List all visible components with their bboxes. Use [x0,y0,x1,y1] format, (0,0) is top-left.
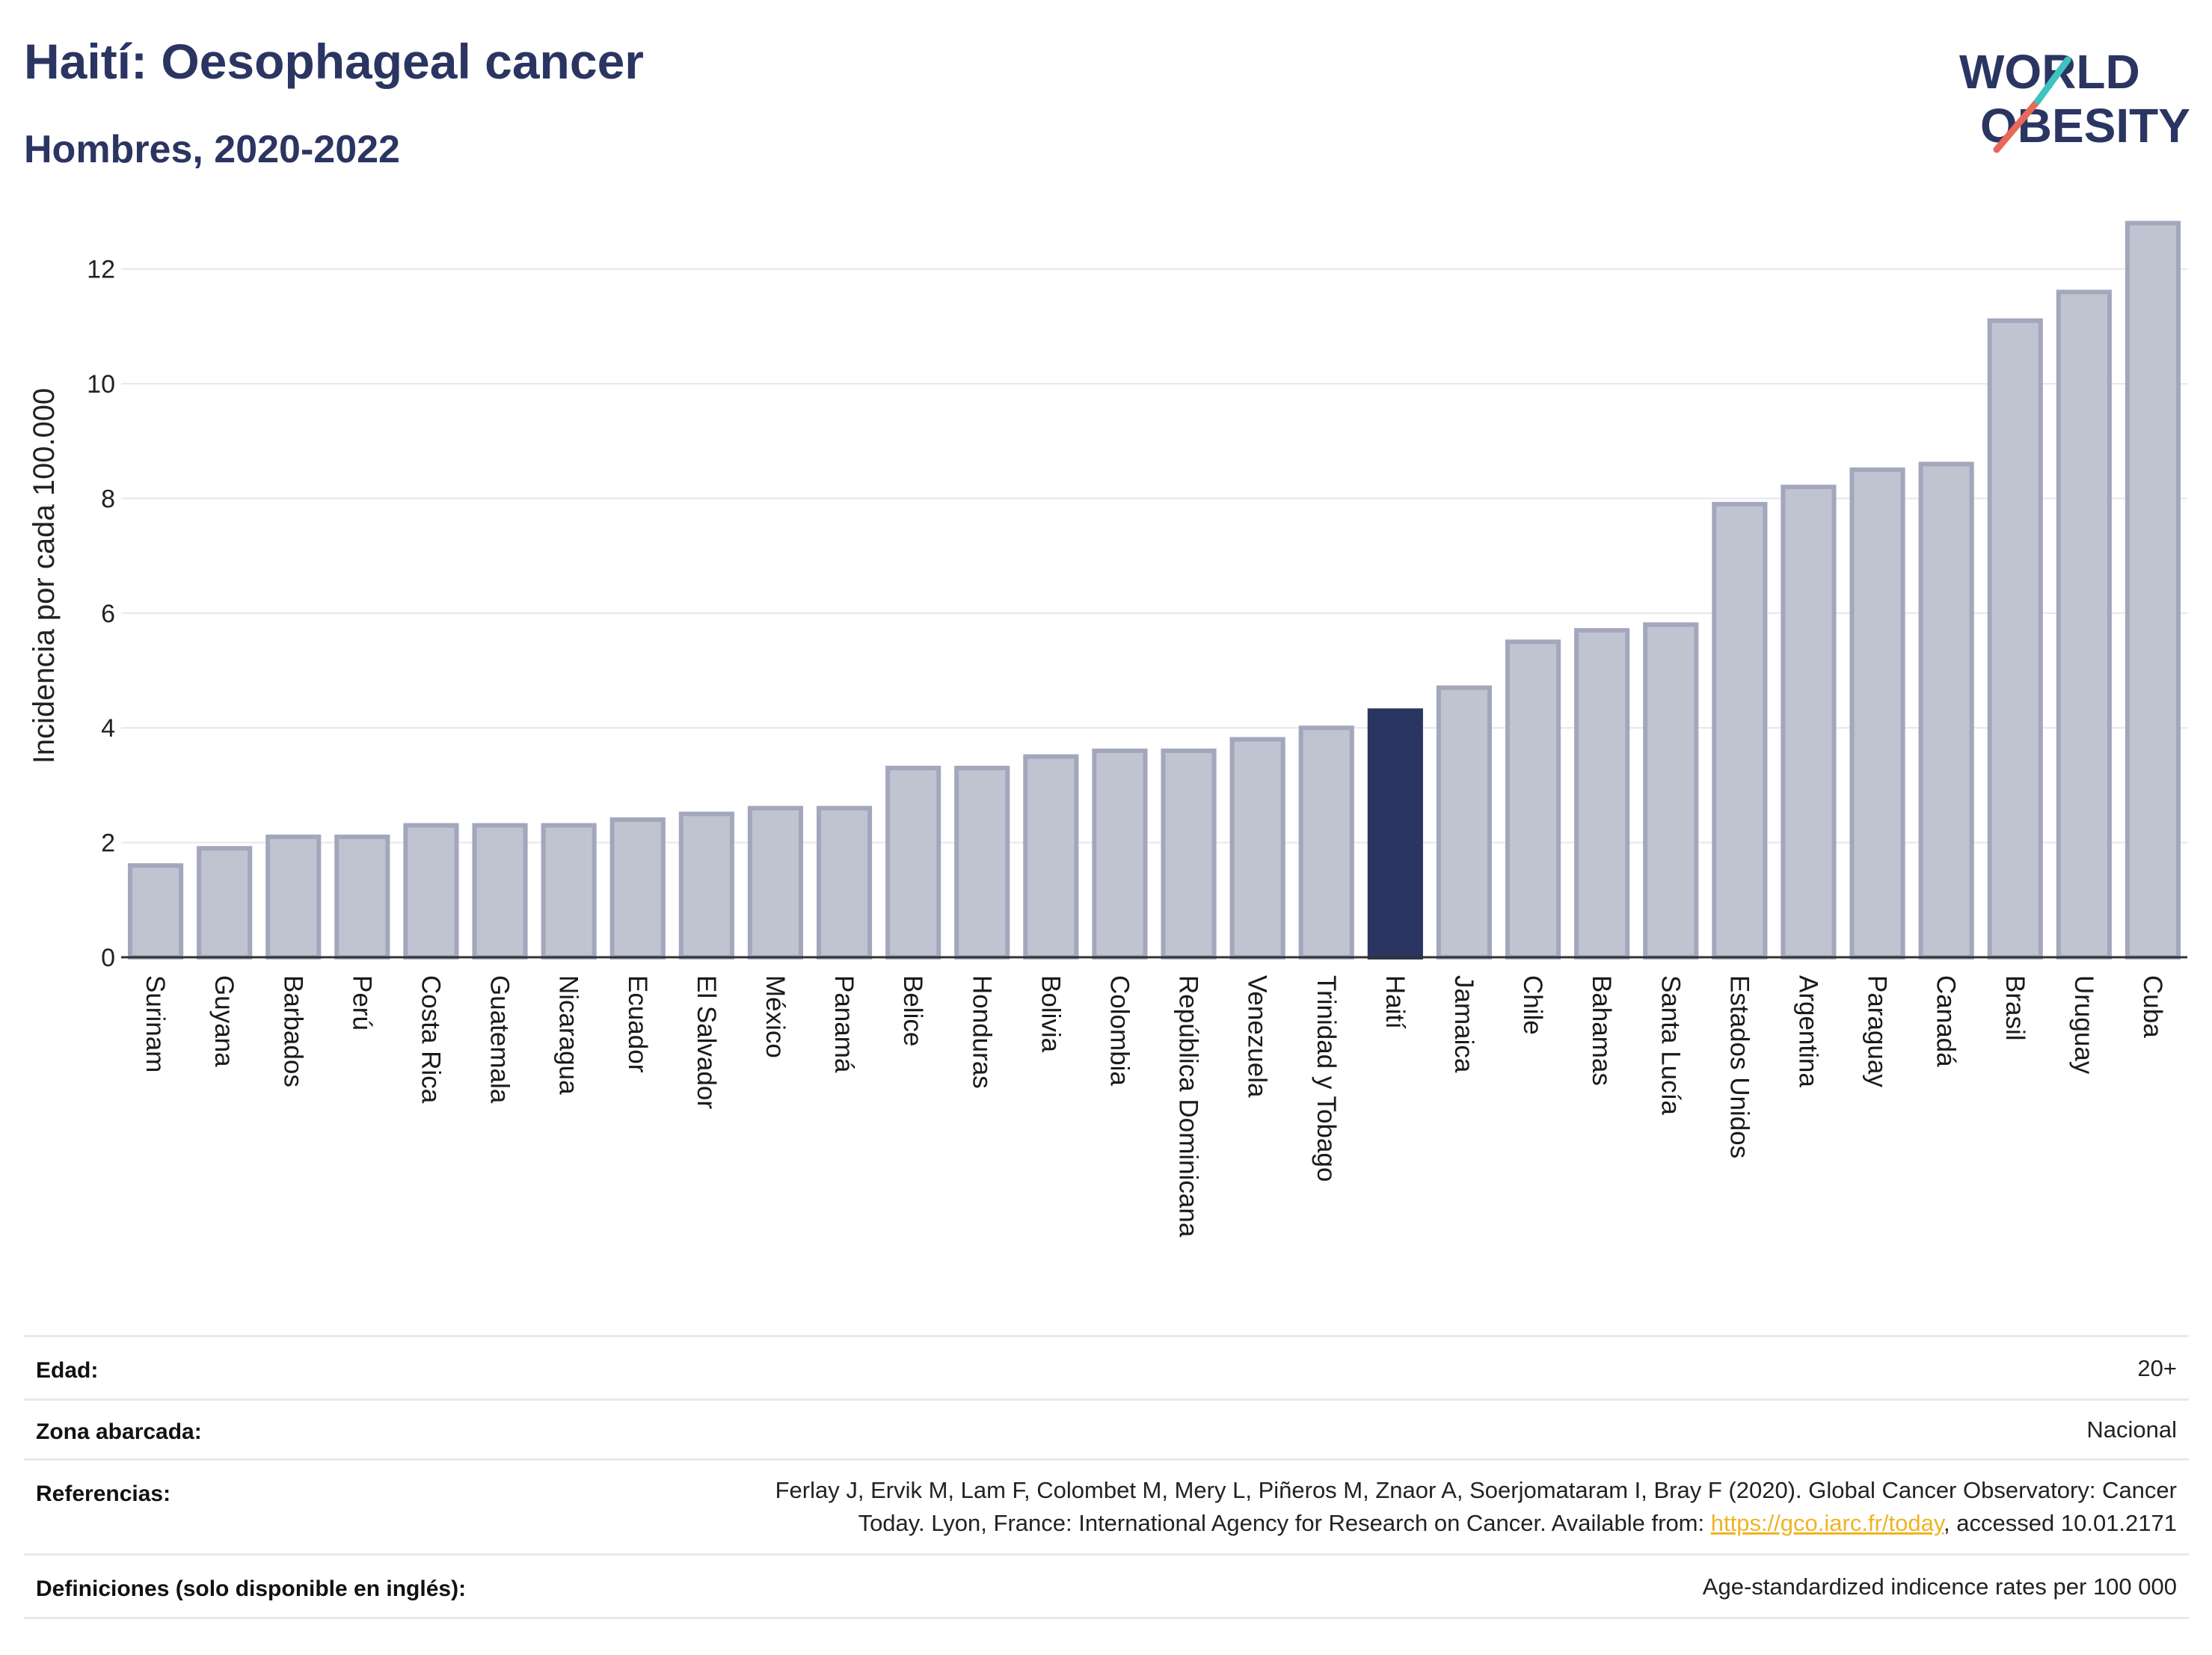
x-tick-label: República Dominicana [1174,975,1203,1238]
grid-lines [121,268,2187,844]
meta-zona-value: Nacional [2086,1416,2177,1443]
x-tick-label: Jamaica [1449,975,1478,1073]
bar-per- [334,834,390,960]
bar-uruguay [2056,289,2112,960]
x-tick-label: Bahamas [1587,975,1616,1086]
bar-surinam [127,863,184,959]
page-subtitle: Hombres, 2020-2022 [24,128,400,171]
x-tick-label: Haití [1380,975,1410,1029]
ref-line-2-pre: Today. Lyon, France: International Agenc… [858,1510,1711,1536]
x-tick-label: Brasil [2000,975,2030,1041]
x-tick-label: Guatemala [485,975,514,1104]
bar-belice [885,765,941,959]
logo-slash-teal [2034,56,2071,105]
y-tick-label: 0 [101,944,115,972]
bar-guyana [197,846,253,960]
x-tick-label: Bolivia [1036,975,1065,1053]
page-title: Haití: Oesophageal cancer [24,34,644,89]
x-tick-label: Canadá [1932,975,1961,1067]
bar-colombia [1092,748,1148,960]
bar-bolivia [1023,754,1079,959]
x-tick-labels: Surinam Guyana Barbados Perú Costa Rica Guate… [141,975,2167,1238]
bar-panam- [816,805,873,960]
ref-link[interactable]: https://gco.iarc.fr/today [1710,1510,1944,1536]
bar-santa-luc-a [1643,622,1699,960]
meta-row-definiciones: Definiciones (solo disponible en inglés)… [24,1556,2189,1619]
logo-slash-red [1993,97,2042,153]
meta-row-edad: Edad: 20+ [24,1335,2189,1401]
x-tick-label: México [761,975,790,1058]
x-tick-label: El Salvador [692,975,721,1109]
bar-rep-blica-dominicana [1161,748,1217,960]
meta-def-value: Age-standardized indicence rates per 100… [1702,1573,2177,1600]
meta-ref-value: Ferlay J, Ervik M, Lam F, Colombet M, Me… [775,1474,2177,1540]
bar-m-xico [747,805,804,960]
bar-chart: 0 2 4 6 8 10 12 Surinam Guyana Barbados Perú Costa… [28,221,2187,1238]
meta-edad-value: 20+ [2137,1355,2177,1381]
x-tick-label: Ecuador [623,975,652,1073]
bar-el-salvador [678,811,734,959]
x-tick-label: Colombia [1105,975,1134,1086]
bar-cuba [2125,221,2181,959]
x-tick-label: Trinidad y Tobago [1312,975,1341,1182]
meta-ref-label: Referencias: [36,1481,171,1506]
x-tick-label: Panamá [829,975,858,1073]
bar-bahamas [1574,627,1630,959]
bar-guatemala [472,823,528,959]
x-tick-label: Chile [1518,975,1547,1035]
meta-zona-label: Zona abarcada: [36,1419,202,1444]
bar-argentina [1781,485,1837,959]
x-tick-label: Cuba [2138,975,2167,1038]
x-tick-label: Nicaragua [554,975,583,1095]
y-tick-labels: 0 2 4 6 8 10 12 [87,256,115,972]
bar-ecuador [609,817,666,959]
x-tick-label: Estados Unidos [1724,975,1754,1158]
x-tick-label: Guyana [209,975,239,1067]
x-tick-label: Barbados [278,975,307,1087]
bar-barbados [265,834,322,960]
x-tick-label: Uruguay [2069,975,2098,1075]
bar-trinidad-y-tobago [1298,725,1354,959]
y-tick-label: 12 [87,256,115,284]
bars [127,221,2181,960]
ref-line-2-post: , accessed 10.01.2171 [1944,1510,2177,1536]
meta-row-referencias: Referencias: Ferlay J, Ervik M, Lam F, C… [24,1461,2189,1556]
bar-hait- [1367,708,1423,960]
bar-costa-rica [403,823,459,959]
bar-venezuela [1229,737,1285,959]
x-tick-label: Perú [347,975,376,1031]
bar-chile [1505,639,1561,959]
y-tick-label: 2 [101,829,115,858]
x-tick-label: Paraguay [1863,975,1892,1087]
x-tick-label: Venezuela [1243,975,1272,1098]
x-tick-label: Santa Lucía [1656,975,1685,1115]
bar-honduras [954,765,1010,959]
ref-line-1: Ferlay J, Ervik M, Lam F, Colombet M, Me… [775,1477,2177,1503]
meta-edad-label: Edad: [36,1358,99,1383]
bar-paraguay [1849,467,1905,959]
y-tick-label: 4 [101,714,115,743]
ref-line-2: Today. Lyon, France: International Agenc… [775,1507,2177,1540]
y-axis-label: Incidencia por cada 100.000 [28,388,61,764]
y-tick-label: 10 [87,370,115,399]
y-tick-label: 6 [101,600,115,628]
x-tick-label: Belice [898,975,927,1046]
x-tick-label: Argentina [1793,975,1822,1087]
meta-row-zona: Zona abarcada: Nacional [24,1398,2189,1461]
bar-brasil [1987,318,2043,959]
world-obesity-logo: WORLD OBESITY [1959,45,2190,153]
bar-nicaragua [541,823,597,959]
bar-estados-unidos [1712,502,1768,959]
x-tick-label: Costa Rica [416,975,445,1104]
bar-canad- [1918,461,1974,959]
bar-jamaica [1436,685,1493,960]
x-tick-label: Honduras [967,975,996,1089]
meta-def-label: Definiciones (solo disponible en inglés)… [36,1576,467,1601]
x-tick-label: Surinam [141,975,170,1072]
y-tick-label: 8 [101,485,115,513]
